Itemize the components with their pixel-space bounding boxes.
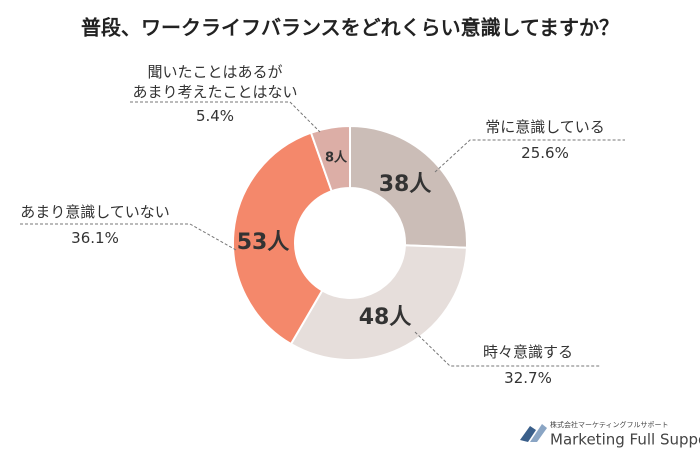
logo-mark — [520, 426, 536, 442]
percent-label: 5.4% — [195, 107, 235, 125]
count-label: 48人 — [359, 305, 412, 330]
slice — [289, 244, 468, 361]
brand-name: Marketing Full Support — [550, 431, 700, 449]
slice — [232, 131, 333, 346]
chart-title: 普段、ワークライフバランスをどれくらい意識してますか？ — [81, 16, 619, 40]
category-label: 聞いたことはあるが あまり考えたことはない — [132, 63, 298, 101]
slice — [309, 124, 351, 193]
percent-label: 36.1% — [71, 229, 119, 247]
category-label: 時々意識する — [482, 343, 574, 361]
count-label: 53人 — [237, 230, 290, 255]
logo-mark — [530, 424, 547, 442]
leader-line — [130, 101, 321, 133]
category-label: あまり意識していない — [20, 203, 170, 221]
logo — [520, 424, 547, 442]
brand-company: 株式会社マーケティングフルサポート — [550, 420, 668, 429]
percent-label: 32.7% — [504, 369, 552, 387]
percent-label: 25.6% — [521, 144, 569, 162]
slice — [349, 124, 468, 249]
count-label: 38人 — [379, 172, 432, 197]
count-label: 8人 — [325, 150, 348, 166]
leader-line — [414, 331, 600, 367]
leader-line — [20, 223, 237, 251]
category-label: 常に意識している — [485, 118, 605, 136]
leader-line — [434, 139, 625, 173]
